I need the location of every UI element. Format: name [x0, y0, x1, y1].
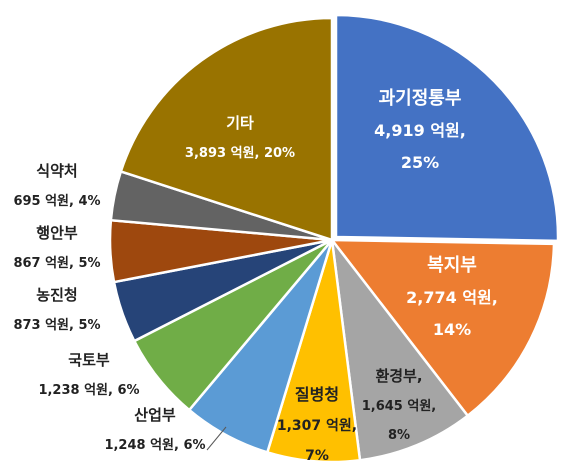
slice-value-label: 1,238 억원, 6%: [38, 383, 139, 398]
slice-value-label: 1,248 억원, 6%: [104, 438, 205, 453]
slice-label-2: 복지부 2,774 억원, 14%: [406, 255, 498, 339]
pie-slice-3: [330, 235, 470, 462]
slice-value-label: 3,893 억원, 20%: [185, 146, 295, 161]
slice-label-8: 행안부 867 억원, 5%: [13, 224, 100, 271]
slice-name-label: 환경부,: [375, 367, 422, 385]
slice-name-label: 행안부: [36, 224, 78, 242]
slice-value-label: 4,919 억원,: [374, 121, 466, 140]
slice-percent-label: 8%: [388, 428, 410, 443]
slice-name-label: 국토부: [68, 351, 110, 369]
slice-percent-label: 14%: [433, 320, 471, 339]
slice-value-label: 867 억원, 5%: [13, 256, 100, 271]
slice-name-label: 과기정통부: [379, 88, 462, 109]
slice-value-label: 695 억원, 4%: [13, 194, 100, 209]
slice-label-9: 식약처 695 억원, 4%: [13, 162, 100, 209]
slice-name-label: 농진청: [36, 286, 77, 304]
slice-name-label: 산업부: [134, 406, 176, 424]
pie-slice-2: [329, 238, 556, 418]
slice-percent-label: 25%: [401, 153, 439, 172]
slice-name-label: 기타: [226, 114, 254, 132]
slice-name-label: 식약처: [36, 162, 77, 180]
slice-label-10: 기타 3,893 억원, 20%: [185, 114, 295, 161]
slice-label-5: 산업부 1,248 억원, 6%: [104, 406, 227, 453]
slice-percent-label: 7%: [305, 448, 329, 464]
slice-value-label: 873 억원, 5%: [13, 318, 100, 333]
slice-label-7: 농진청 873 억원, 5%: [13, 286, 100, 333]
slice-label-1: 과기정통부 4,919 억원, 25%: [374, 88, 466, 172]
slice-value-label: 1,645 억원,: [362, 399, 437, 414]
slice-label-3: 환경부, 1,645 억원, 8%: [362, 367, 437, 443]
pie-slice-1: [334, 13, 560, 243]
leader-line: [206, 426, 227, 451]
slice-value-label: 1,307 억원,: [277, 418, 357, 434]
slice-value-label: 2,774 억원,: [406, 288, 498, 307]
slice-label-6: 국토부 1,238 억원, 6%: [38, 351, 139, 398]
slice-label-4: 질병청 1,307 억원, 7%: [277, 385, 357, 464]
pie-slice-10: [119, 16, 334, 242]
slice-name-label: 복지부: [427, 255, 477, 276]
slice-name-label: 질병청: [295, 385, 339, 404]
